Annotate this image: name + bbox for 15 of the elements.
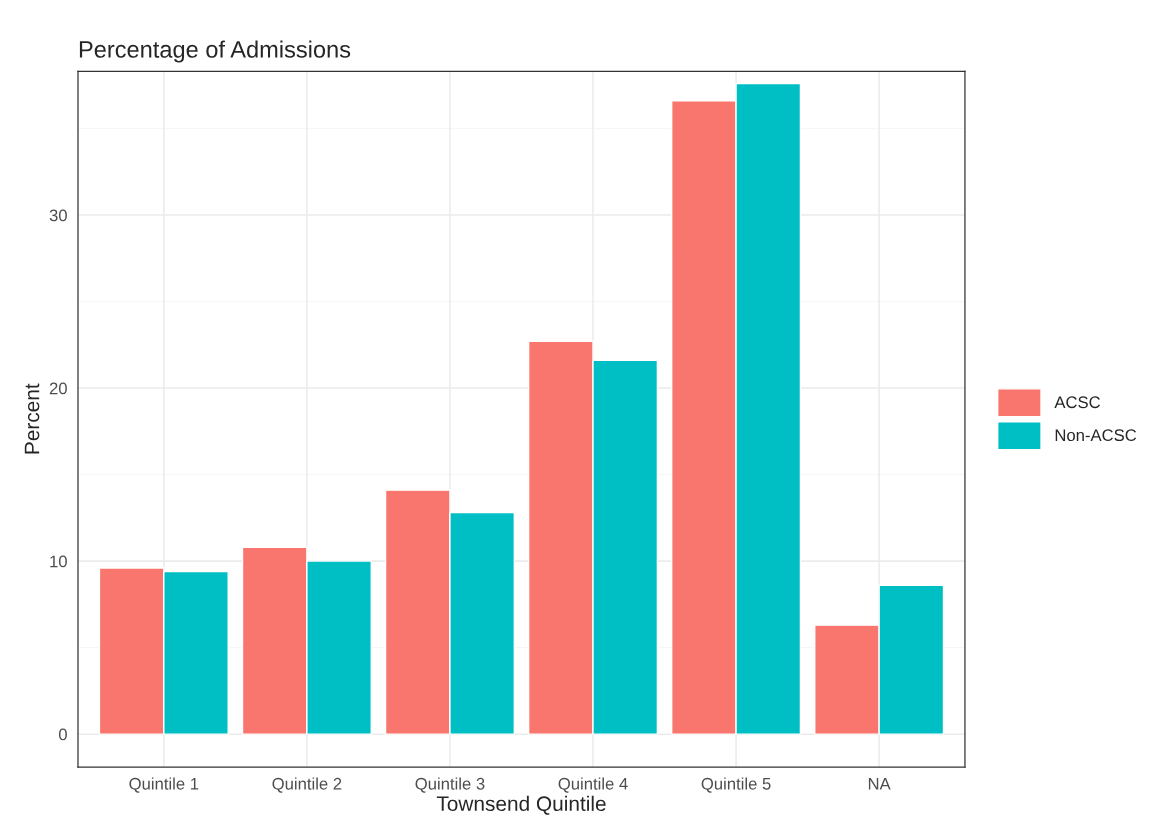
x-tick-label: Quintile 4 (558, 777, 628, 793)
x-tick-label: Quintile 2 (272, 777, 342, 793)
x-tick-label: Quintile 3 (415, 777, 485, 793)
x-axis-title: Townsend Quintile (436, 795, 606, 815)
y-tick-label: 10 (50, 555, 67, 568)
y-tick-label: 0 (58, 728, 67, 741)
y-tick-label: 20 (49, 382, 67, 395)
y-tick-label: 30 (49, 209, 67, 222)
legend-label: Non-ACSC (1055, 429, 1137, 442)
x-tick-label: NA (868, 778, 891, 790)
legend-label: ACSC (1054, 396, 1101, 409)
chart-title: Percentage of Admissions (79, 40, 351, 63)
x-tick-label: Quintile 5 (701, 777, 771, 793)
y-axis-title: Percent (24, 383, 40, 454)
x-tick-label: Quintile 1 (129, 777, 199, 793)
